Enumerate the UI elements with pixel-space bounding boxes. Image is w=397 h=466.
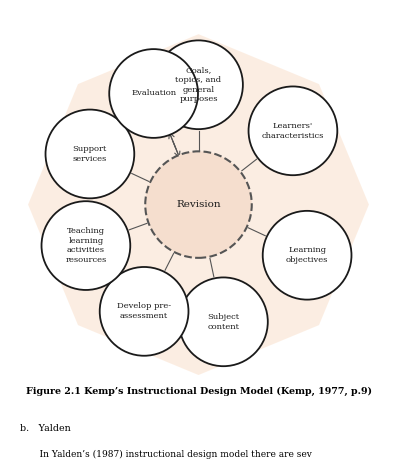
Text: Support
services: Support services xyxy=(73,145,107,163)
Text: Learners'
characteristics: Learners' characteristics xyxy=(262,122,324,140)
Text: Figure 2.1 Kemp’s Instructional Design Model (Kemp, 1977, p.9): Figure 2.1 Kemp’s Instructional Design M… xyxy=(25,387,372,396)
Text: Evaluation: Evaluation xyxy=(131,89,176,97)
Text: Learning
objectives: Learning objectives xyxy=(286,247,328,264)
Circle shape xyxy=(100,267,189,356)
Text: Goals,
topics, and
general
purposes: Goals, topics, and general purposes xyxy=(175,66,222,103)
Polygon shape xyxy=(28,34,369,375)
Text: Teaching
learning
activities
resources: Teaching learning activities resources xyxy=(65,227,106,264)
Circle shape xyxy=(179,277,268,366)
Text: Develop pre-
assessment: Develop pre- assessment xyxy=(117,302,171,320)
Circle shape xyxy=(42,201,130,290)
Circle shape xyxy=(154,41,243,129)
Circle shape xyxy=(263,211,351,300)
Circle shape xyxy=(109,49,198,138)
Circle shape xyxy=(46,110,134,199)
Text: In Yalden’s (1987) instructional design model there are sev: In Yalden’s (1987) instructional design … xyxy=(28,450,312,459)
Circle shape xyxy=(249,86,337,175)
Text: Subject
content: Subject content xyxy=(207,313,239,331)
Text: b. Yalden: b. Yalden xyxy=(20,424,71,433)
Text: Revision: Revision xyxy=(176,200,221,209)
Circle shape xyxy=(145,151,252,258)
